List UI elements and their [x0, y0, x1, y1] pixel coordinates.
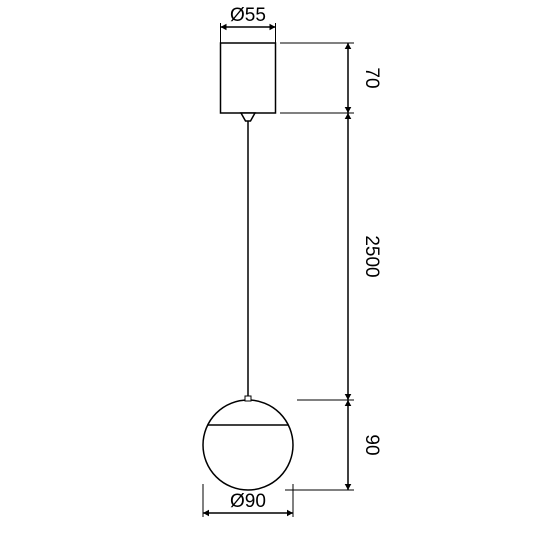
globe-entry	[245, 396, 251, 401]
dim-globe-height-label: 90	[361, 434, 382, 455]
cord-grip	[241, 113, 255, 121]
canopy	[221, 43, 276, 113]
dim-cord-length-label: 2500	[361, 235, 382, 277]
dim-globe-diameter-label: Ø90	[230, 491, 266, 512]
dim-canopy-diameter-label: Ø55	[230, 5, 266, 26]
globe-sphere	[203, 400, 293, 490]
dim-canopy-height-label: 70	[361, 67, 382, 88]
pendant-lamp-dimension-drawing: Ø55 Ø90 70 2500 90	[0, 0, 550, 550]
